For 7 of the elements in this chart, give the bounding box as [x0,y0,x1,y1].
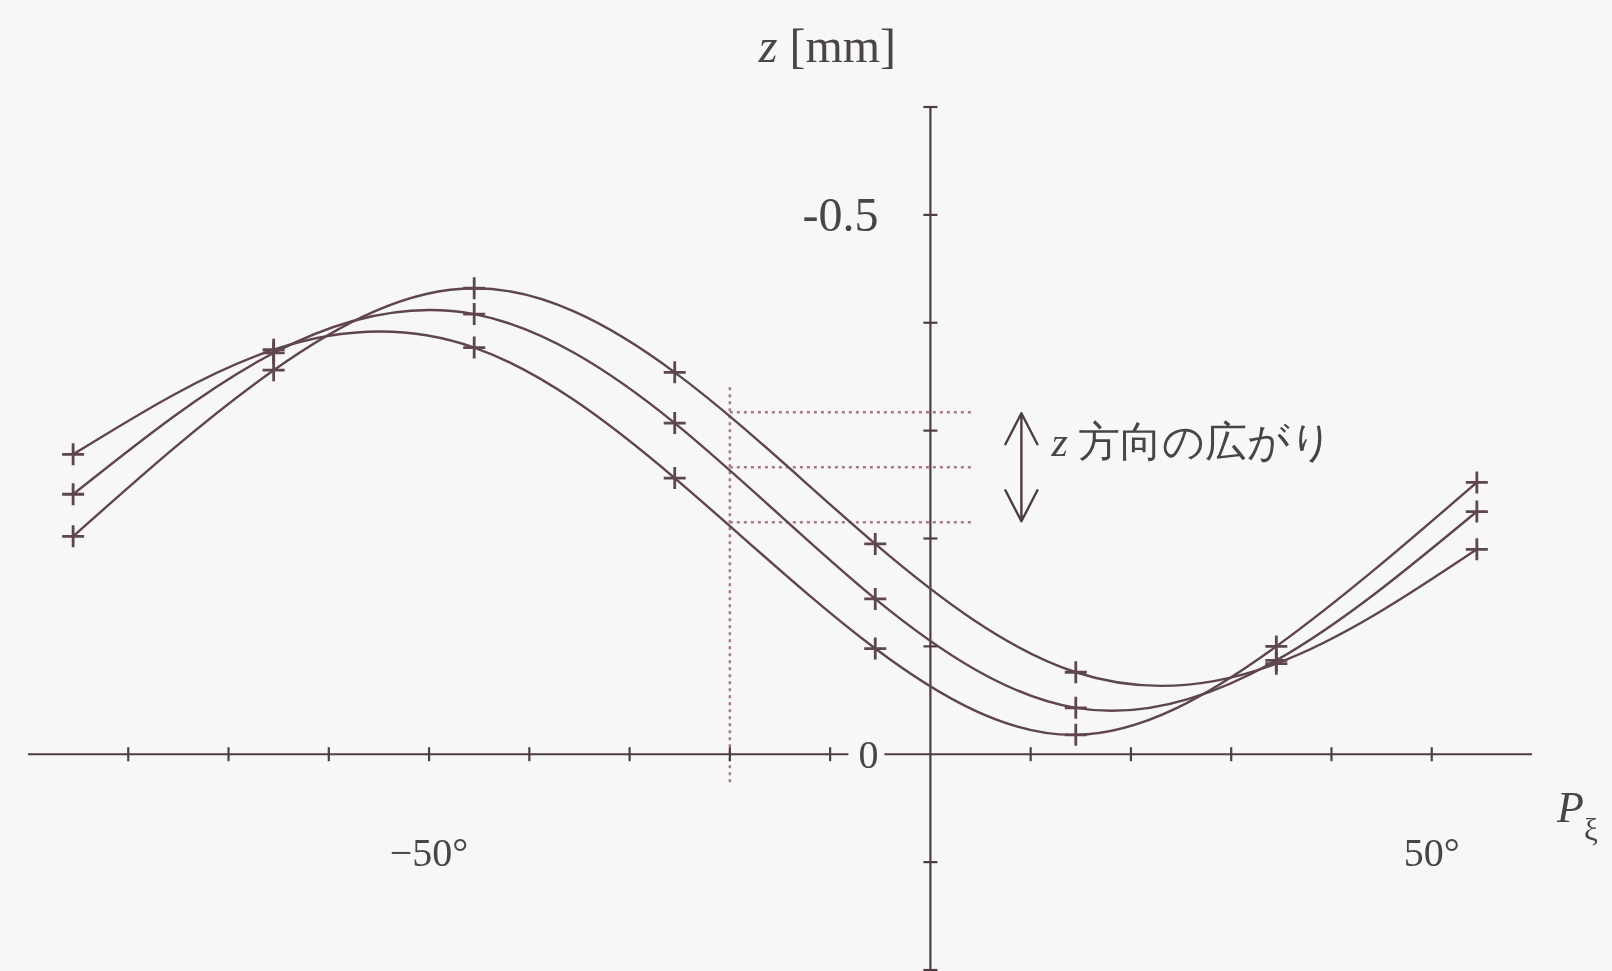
x-axis-title: P$_{ξ}$ [1557,783,1598,847]
annotation: z 方向の広がり [1051,419,1334,466]
x-tick-label: 50° [1403,830,1460,876]
y-tick-label: 0 [858,732,879,778]
x-tick-label: −50° [389,830,469,876]
y-tick-label: -0.5 [802,187,879,241]
y-axis-title: z [mm] [758,19,897,72]
